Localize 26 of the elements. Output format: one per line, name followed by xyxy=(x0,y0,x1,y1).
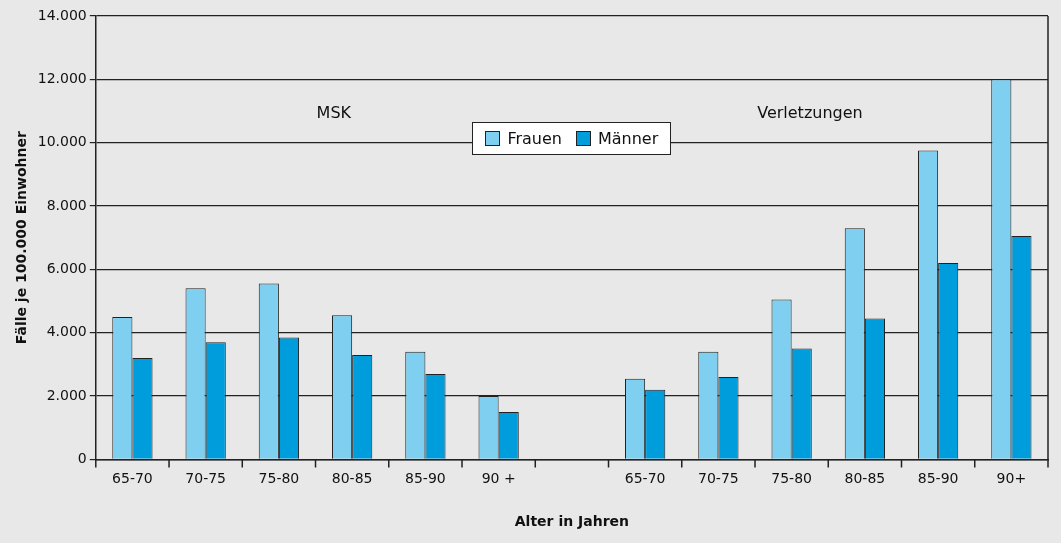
x-tick-label: 75-80 xyxy=(258,470,300,487)
x-tick-label: 65-70 xyxy=(624,470,666,487)
y-tick-label: 14.000 xyxy=(37,6,87,23)
y-tick-label: 6.000 xyxy=(46,260,87,277)
x-tick-label: 70-75 xyxy=(185,470,226,487)
x-tick-label: 90 + xyxy=(481,470,516,487)
x-tick-label: 85-90 xyxy=(917,470,959,487)
y-tick-label: 8.000 xyxy=(46,196,87,213)
x-tick-label: 90+ xyxy=(996,470,1027,487)
y-tick-label: 4.000 xyxy=(46,323,87,340)
legend-label: Männer xyxy=(597,129,659,149)
y-tick-label: 2.000 xyxy=(46,386,87,403)
legend-label: Frauen xyxy=(507,129,562,149)
annotation: Verletzungen xyxy=(757,102,863,122)
x-tick-label: 80-85 xyxy=(844,470,886,487)
annotation: MSK xyxy=(316,102,352,122)
y-tick-label: 12.000 xyxy=(37,69,87,86)
x-axis-title: Alter in Jahren xyxy=(514,513,630,530)
x-tick-label: 70-75 xyxy=(698,470,739,487)
y-tick-label: 0 xyxy=(77,450,87,467)
y-axis-title: Fälle je 100.000 Einwohner xyxy=(13,131,30,345)
y-tick-label: 10.000 xyxy=(37,133,87,150)
x-tick-label: 85-90 xyxy=(405,470,446,487)
x-tick-label: 80-85 xyxy=(331,470,373,487)
x-tick-label: 65-70 xyxy=(112,470,153,487)
x-tick-label: 75-80 xyxy=(771,470,812,487)
